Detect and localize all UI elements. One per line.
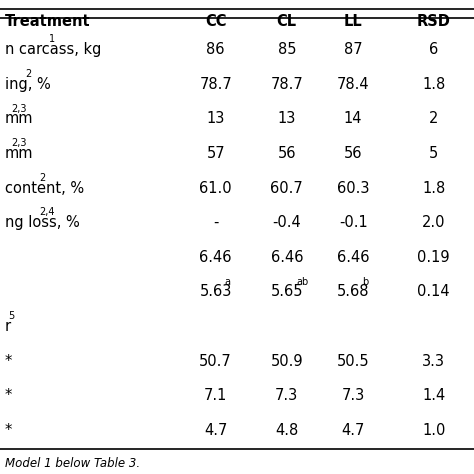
Text: Treatment: Treatment [5,14,91,29]
Text: 50.5: 50.5 [337,354,369,369]
Text: -: - [213,215,219,230]
Text: a: a [225,276,231,287]
Text: 56: 56 [277,146,296,161]
Text: 50.7: 50.7 [199,354,232,369]
Text: 6.46: 6.46 [337,250,369,265]
Text: 50.9: 50.9 [271,354,303,369]
Text: 7.3: 7.3 [341,388,365,403]
Text: 7.1: 7.1 [204,388,228,403]
Text: ab: ab [296,276,308,287]
Text: *: * [5,423,12,438]
Text: mm: mm [5,111,33,127]
Text: 6.46: 6.46 [200,250,232,265]
Text: 57: 57 [206,146,225,161]
Text: 2,3: 2,3 [11,103,27,114]
Text: mm: mm [5,146,33,161]
Text: 2.0: 2.0 [422,215,446,230]
Text: 14: 14 [344,111,363,127]
Text: 60.3: 60.3 [337,181,369,196]
Text: r: r [5,319,11,334]
Text: 4.7: 4.7 [204,423,228,438]
Text: 5.65: 5.65 [271,284,303,300]
Text: 2: 2 [429,111,438,127]
Text: -0.4: -0.4 [273,215,301,230]
Text: CL: CL [277,14,297,29]
Text: 2,3: 2,3 [11,138,27,148]
Text: 5.63: 5.63 [200,284,232,300]
Text: RSD: RSD [417,14,451,29]
Text: 1.8: 1.8 [422,181,446,196]
Text: 1.4: 1.4 [422,388,446,403]
Text: n carcass, kg: n carcass, kg [5,42,101,57]
Text: 78.4: 78.4 [337,77,369,92]
Text: 61.0: 61.0 [200,181,232,196]
Text: 13: 13 [207,111,225,127]
Text: 87: 87 [344,42,363,57]
Text: 1.8: 1.8 [422,77,446,92]
Text: 5: 5 [8,311,14,321]
Text: b: b [362,276,369,287]
Text: 86: 86 [206,42,225,57]
Text: 13: 13 [278,111,296,127]
Text: 56: 56 [344,146,363,161]
Text: ing, %: ing, % [5,77,51,92]
Text: LL: LL [344,14,363,29]
Text: *: * [5,388,12,403]
Text: Model 1 below Table 3.: Model 1 below Table 3. [5,457,140,470]
Text: 2: 2 [25,69,31,79]
Text: 4.7: 4.7 [341,423,365,438]
Text: 1: 1 [49,34,55,45]
Text: 0.19: 0.19 [418,250,450,265]
Text: -0.1: -0.1 [339,215,367,230]
Text: 85: 85 [277,42,296,57]
Text: 6: 6 [429,42,438,57]
Text: content, %: content, % [5,181,84,196]
Text: CC: CC [205,14,227,29]
Text: 4.8: 4.8 [275,423,299,438]
Text: 78.7: 78.7 [270,77,303,92]
Text: 2,4: 2,4 [39,207,55,218]
Text: 7.3: 7.3 [275,388,299,403]
Text: 78.7: 78.7 [199,77,232,92]
Text: 2: 2 [39,173,45,183]
Text: 5: 5 [429,146,438,161]
Text: 0.14: 0.14 [418,284,450,300]
Text: *: * [5,354,12,369]
Text: 5.68: 5.68 [337,284,369,300]
Text: 3.3: 3.3 [422,354,445,369]
Text: ng loss, %: ng loss, % [5,215,80,230]
Text: 6.46: 6.46 [271,250,303,265]
Text: 1.0: 1.0 [422,423,446,438]
Text: 60.7: 60.7 [270,181,303,196]
